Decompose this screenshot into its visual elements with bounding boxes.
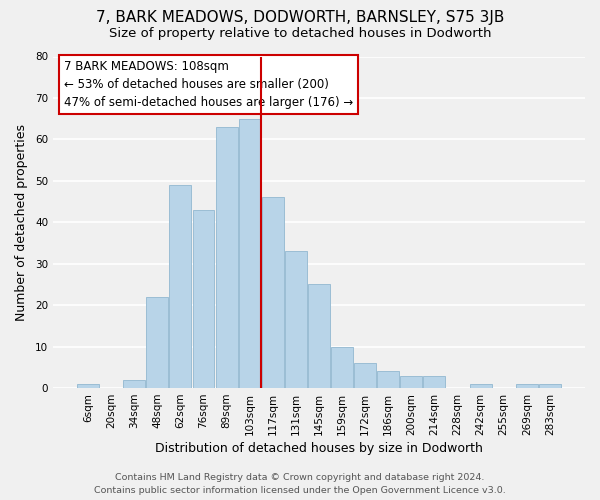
Bar [516, 384, 538, 388]
Bar [377, 372, 399, 388]
Bar [146, 297, 169, 388]
Text: 7 BARK MEADOWS: 108sqm
← 53% of detached houses are smaller (200)
47% of semi-de: 7 BARK MEADOWS: 108sqm ← 53% of detached… [64, 60, 353, 109]
Text: Contains HM Land Registry data © Crown copyright and database right 2024.
Contai: Contains HM Land Registry data © Crown c… [94, 474, 506, 495]
Bar [77, 384, 99, 388]
X-axis label: Distribution of detached houses by size in Dodworth: Distribution of detached houses by size … [155, 442, 483, 455]
Bar [285, 252, 307, 388]
Bar [215, 127, 238, 388]
Bar [539, 384, 561, 388]
Bar [354, 363, 376, 388]
Bar [169, 185, 191, 388]
Text: 7, BARK MEADOWS, DODWORTH, BARNSLEY, S75 3JB: 7, BARK MEADOWS, DODWORTH, BARNSLEY, S75… [96, 10, 504, 25]
Bar [424, 376, 445, 388]
Text: Size of property relative to detached houses in Dodworth: Size of property relative to detached ho… [109, 28, 491, 40]
Bar [308, 284, 330, 388]
Y-axis label: Number of detached properties: Number of detached properties [15, 124, 28, 321]
Bar [123, 380, 145, 388]
Bar [239, 118, 260, 388]
Bar [331, 346, 353, 388]
Bar [193, 210, 214, 388]
Bar [400, 376, 422, 388]
Bar [262, 198, 284, 388]
Bar [470, 384, 491, 388]
